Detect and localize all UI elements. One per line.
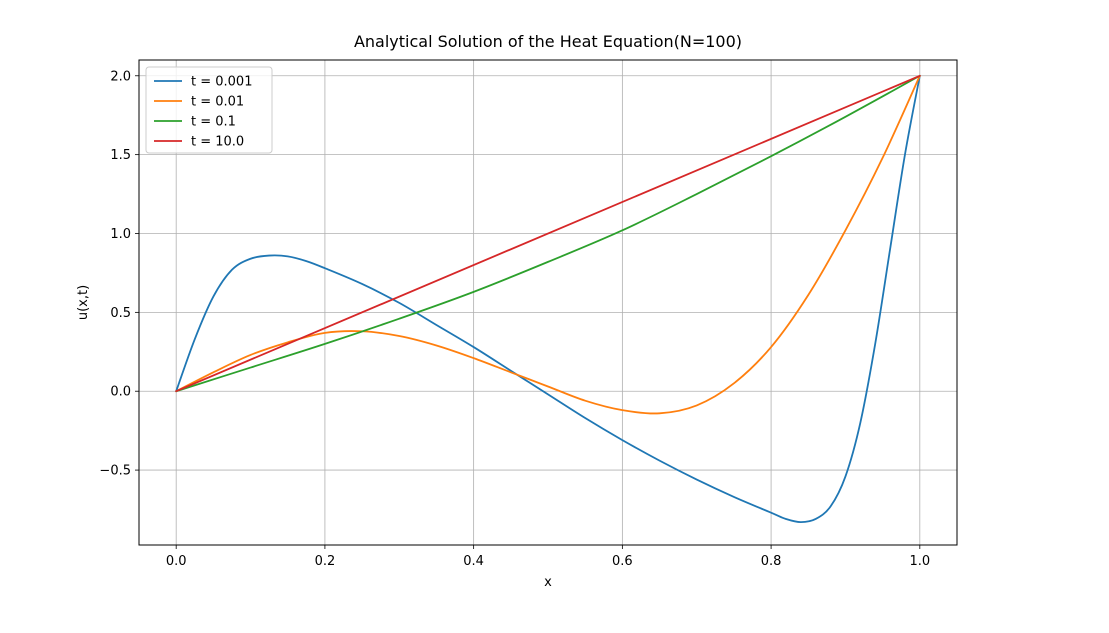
- x-tick-label: 0.0: [166, 554, 187, 569]
- chart-title: Analytical Solution of the Heat Equation…: [354, 32, 742, 51]
- x-tick-label: 1.0: [909, 554, 930, 569]
- legend-items: t = 0.001 t = 0.01 t = 0.1 t = 10.0: [154, 75, 252, 150]
- grid-layer: [139, 60, 957, 545]
- x-tick-label: 0.8: [761, 554, 782, 569]
- plot-frame: [138, 59, 958, 546]
- series-layer: [175, 74, 921, 524]
- legend-label-3: t = 0.1: [191, 115, 236, 130]
- x-axis-label: x: [544, 575, 552, 590]
- y-tick-label: 1.5: [110, 148, 131, 163]
- x-tick-label: 0.4: [463, 554, 484, 569]
- y-tick-label: 0.5: [110, 306, 131, 321]
- ticks-layer: 0.0 0.2 0.4 0.6 0.8 1.0 −0.5 0.0 0.5 1.0 1.5 2.0: [99, 69, 930, 569]
- y-tick-label: 2.0: [110, 69, 131, 84]
- y-axis-label: u(x,t): [76, 285, 91, 320]
- x-tick-label: 0.2: [315, 554, 336, 569]
- legend-label-4: t = 10.0: [191, 135, 244, 150]
- series-line-2: [175, 74, 921, 415]
- series-line-1: [175, 74, 921, 524]
- series-line-3: [175, 74, 921, 393]
- legend-label-2: t = 0.01: [191, 95, 244, 110]
- legend-label-1: t = 0.001: [191, 75, 252, 90]
- y-tick-label: −0.5: [99, 464, 131, 479]
- legend: t = 0.001 t = 0.01 t = 0.1 t = 10.0: [145, 66, 273, 154]
- legend-box: [145, 66, 273, 154]
- series-line-4: [175, 74, 921, 393]
- y-tick-label: 0.0: [110, 385, 131, 400]
- x-tick-label: 0.6: [612, 554, 633, 569]
- y-tick-label: 1.0: [110, 227, 131, 242]
